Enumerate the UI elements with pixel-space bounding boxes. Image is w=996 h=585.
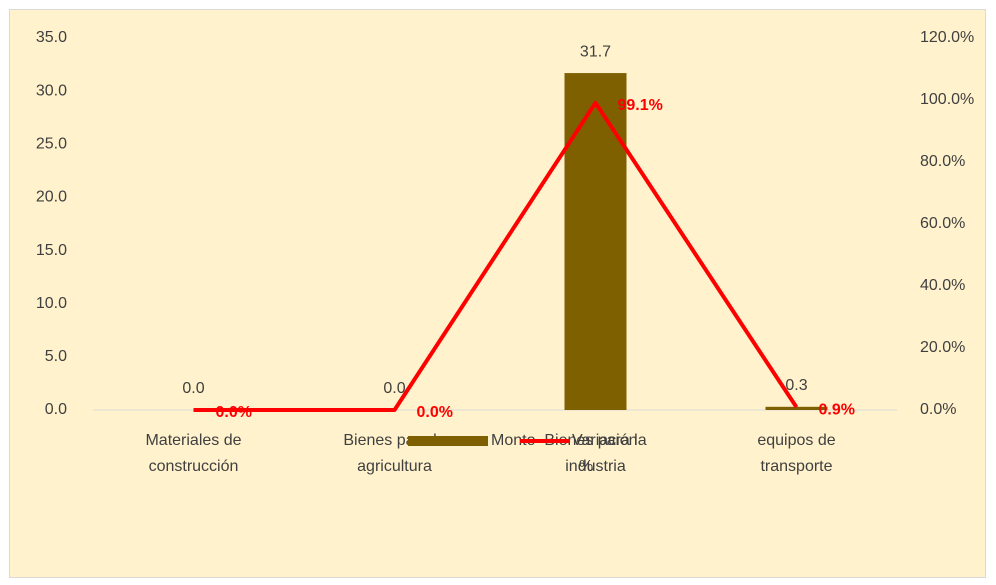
line-value-label: 99.1% bbox=[618, 97, 663, 114]
y-tick-label: 30.0 bbox=[36, 82, 67, 99]
y2-tick-label: 60.0% bbox=[920, 215, 965, 232]
legend-label: Monto bbox=[491, 432, 536, 449]
y-tick-label: 5.0 bbox=[45, 348, 67, 365]
bar-value-label: 0.3 bbox=[785, 377, 807, 394]
y2-tick-label: 100.0% bbox=[920, 91, 974, 108]
line-value-label: 0.9% bbox=[819, 401, 855, 418]
bar-value-label: 0.0 bbox=[182, 380, 204, 397]
x-tick-label: equipos de transporte bbox=[757, 432, 835, 475]
y2-tick-label: 80.0% bbox=[920, 153, 965, 170]
y-tick-label: 25.0 bbox=[36, 136, 67, 153]
y-tick-label: 20.0 bbox=[36, 189, 67, 206]
legend-swatch bbox=[408, 436, 488, 446]
y2-tick-label: 20.0% bbox=[920, 339, 965, 356]
bar bbox=[564, 73, 627, 411]
y2-tick-label: 0.0% bbox=[920, 401, 956, 418]
line-value-label: 0.0% bbox=[216, 404, 252, 421]
y-tick-label: 0.0 bbox=[45, 401, 67, 418]
bar-value-label: 31.7 bbox=[580, 43, 611, 60]
y-tick-label: 15.0 bbox=[36, 242, 67, 259]
bar bbox=[765, 406, 828, 410]
legend-label: Variación% bbox=[572, 432, 638, 475]
x-tick-label: Bienes para la industria bbox=[544, 432, 646, 475]
y2-tick-label: 40.0% bbox=[920, 277, 965, 294]
line bbox=[193, 100, 799, 412]
line-value-label: 0.0% bbox=[417, 404, 453, 421]
chart-background bbox=[9, 9, 986, 578]
y2-tick-label: 120.0% bbox=[920, 29, 974, 46]
y-tick-label: 10.0 bbox=[36, 295, 67, 312]
x-tick-label: Materiales de construcción bbox=[145, 432, 241, 475]
bar-value-label: 0.0 bbox=[383, 380, 405, 397]
y-tick-label: 35.0 bbox=[36, 29, 67, 46]
